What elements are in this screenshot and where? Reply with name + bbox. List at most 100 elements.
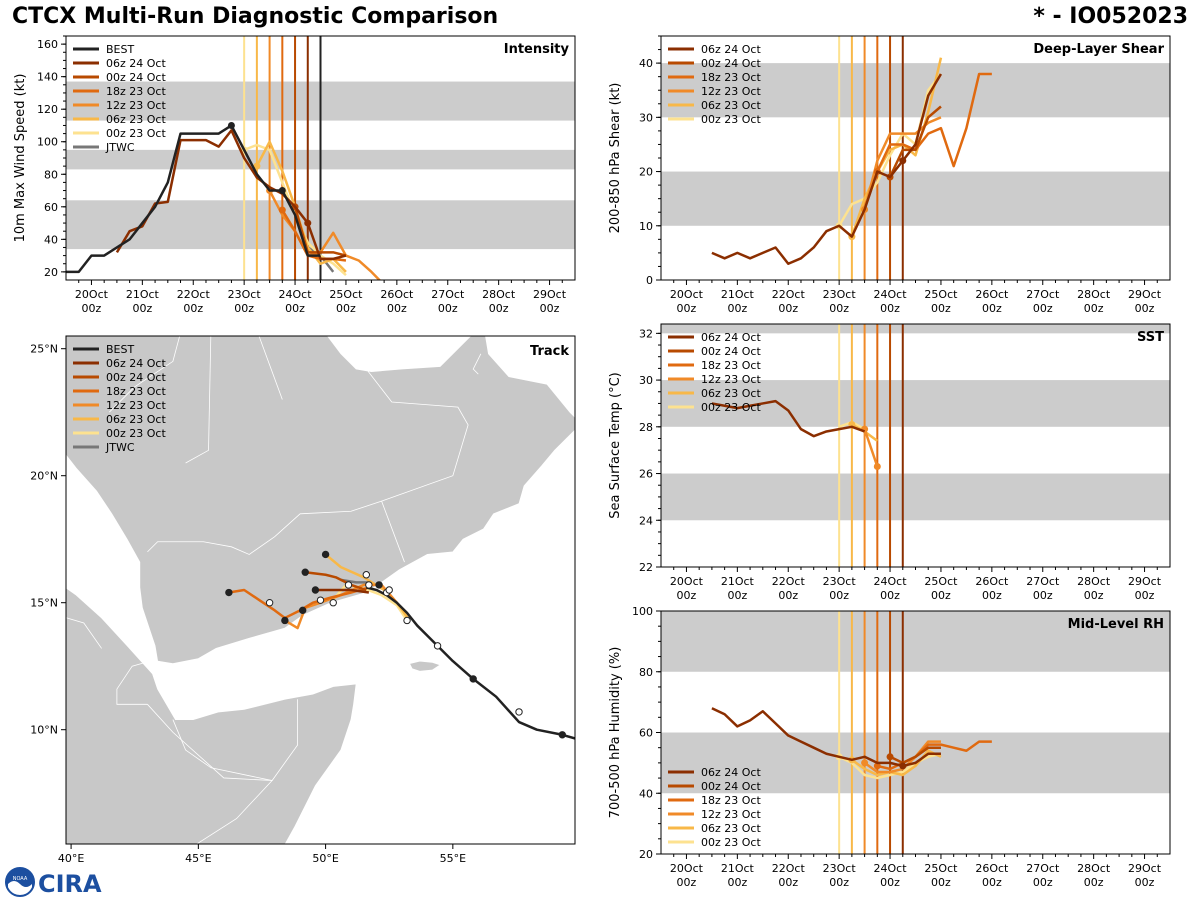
sst-xtick-label: 00z [931,589,951,602]
intensity-series-r00z24 [293,206,347,257]
track-legend-label: 06z 23 Oct [106,413,166,426]
sst-legend-label: 12z 23 Oct [701,373,761,386]
shear-ytick-label: 40 [639,57,653,70]
sst-band-0 [661,473,1170,521]
shear-title: Deep-Layer Shear [1033,42,1164,57]
sst-ytick-label: 32 [639,327,653,340]
sst-xtick-label: 29Oct [1128,575,1162,588]
sst-title: SST [1137,330,1164,345]
track-point-r18z23-2 [298,606,307,615]
shear-xtick-label: 00z [880,302,900,315]
rh-point-r18z23-0 [873,762,881,770]
land-arabia [66,336,575,665]
rh-xtick-label: 26Oct [975,862,1009,875]
intensity-xtick-label: 27Oct [431,288,465,301]
intensity-legend-label: 12z 23 Oct [106,99,166,112]
rh-panel: 2040608010020Oct00z21Oct00z22Oct00z23Oct… [608,605,1171,889]
track-ytick-label: 25°N [30,343,58,356]
intensity-xtick-label: 00z [540,302,560,315]
rh-legend-label: 06z 24 Oct [701,766,761,779]
shear-xtick-label: 21Oct [721,288,755,301]
intensity-xtick-label: 28Oct [482,288,516,301]
intensity-ytick-label: 100 [37,136,58,149]
shear-xtick-label: 23Oct [823,288,857,301]
sst-series-r12z23 [863,428,879,467]
rh-xtick-label: 23Oct [823,862,857,875]
track-point-r00z23-1 [316,596,325,604]
intensity-series-best [66,124,321,274]
intensity-xtick-label: 23Oct [228,288,262,301]
track-legend-label: 18z 23 Oct [106,385,166,398]
rh-ylabel: 700-500 hPa Humidity (%) [608,647,623,819]
intensity-xtick-label: 00z [336,302,356,315]
shear-xtick-label: 00z [1135,302,1155,315]
shear-point-r06z24-0 [899,157,907,165]
rh-ytick-label: 40 [639,787,653,800]
intensity-panel: 2040608010012014016020Oct00z21Oct00z22Oc… [13,35,576,315]
shear-legend-label: 12z 23 Oct [701,85,761,98]
rh-point-r00z24-0 [886,753,894,761]
border-djibouti [116,660,151,705]
shear-band-0 [661,171,1170,226]
track-legend-label: BEST [106,343,134,356]
track-point-best-1 [515,708,523,716]
intensity-xtick-label: 00z [234,302,254,315]
sst-xtick-label: 28Oct [1077,575,1111,588]
rh-ytick-label: 100 [632,605,653,618]
intensity-point-best-0 [227,121,235,129]
intensity-point-r06z23-0 [253,162,261,170]
cira-logo: NOAA CIRA [5,867,102,898]
land-socotra [408,660,442,672]
rh-xtick-label: 00z [1033,876,1053,889]
track-point-r18z23-1 [265,599,274,607]
sst-ytick-label: 24 [639,514,653,527]
intensity-xtick-label: 00z [438,302,458,315]
sst-point-r12z23-1 [873,463,881,471]
shear-ytick-label: 30 [639,111,653,124]
intensity-xtick-label: 00z [82,302,102,315]
shear-xtick-label: 25Oct [924,288,958,301]
intensity-plot-area [66,36,575,280]
track-point-r18z23-0 [225,588,233,597]
rh-series-r00z23 [838,752,942,780]
intensity-xtick-label: 20Oct [75,288,109,301]
shear-xtick-label: 00z [727,302,747,315]
intensity-legend-label: 06z 23 Oct [106,113,166,126]
track-point-r00z23-4 [385,586,393,594]
rh-legend-label: 18z 23 Oct [701,794,761,807]
shear-series-r12z23 [863,116,942,210]
shear-legend-label: 00z 24 Oct [701,57,761,70]
track-xtick-label: 50°E [312,852,338,865]
track-xtick-label: 55°E [440,852,466,865]
intensity-ytick-label: 120 [37,103,58,116]
sst-ytick-label: 26 [639,468,653,481]
shear-series-r00z24 [888,105,942,178]
track-xtick-label: 45°E [185,852,211,865]
noaa-logo-text: NOAA [13,876,28,882]
track-point-r12z23-0 [281,616,289,625]
sst-legend-label: 00z 23 Oct [701,401,761,414]
shear-xtick-label: 00z [829,302,849,315]
sst-ytick-label: 30 [639,374,653,387]
sst-ytick-label: 28 [639,421,653,434]
track-ytick-label: 10°N [30,724,58,737]
rh-title: Mid-Level RH [1068,617,1164,632]
track-point-r06z23-0 [321,550,330,559]
shear-ytick-label: 0 [646,274,653,287]
track-point-best-0 [558,731,566,739]
rh-xtick-label: 22Oct [772,862,806,875]
intensity-ytick-label: 140 [37,71,58,84]
shear-xtick-label: 29Oct [1128,288,1162,301]
sst-xtick-label: 00z [829,589,849,602]
rh-legend-label: 06z 23 Oct [701,822,761,835]
track-panel: 40°E 45°E 50°E 55°E 10°N 15°N 20°N 25°N Track BES… [30,335,576,865]
track-jtwc [340,578,369,584]
track-best [366,586,575,740]
intensity-xtick-label: 00z [489,302,509,315]
rh-xtick-label: 28Oct [1077,862,1111,875]
track-legend-label: 00z 24 Oct [106,371,166,384]
shear-ytick-label: 10 [639,220,653,233]
rh-ytick-label: 80 [639,666,653,679]
rh-xtick-label: 00z [982,876,1002,889]
cira-logo-text: CIRA [38,870,102,898]
